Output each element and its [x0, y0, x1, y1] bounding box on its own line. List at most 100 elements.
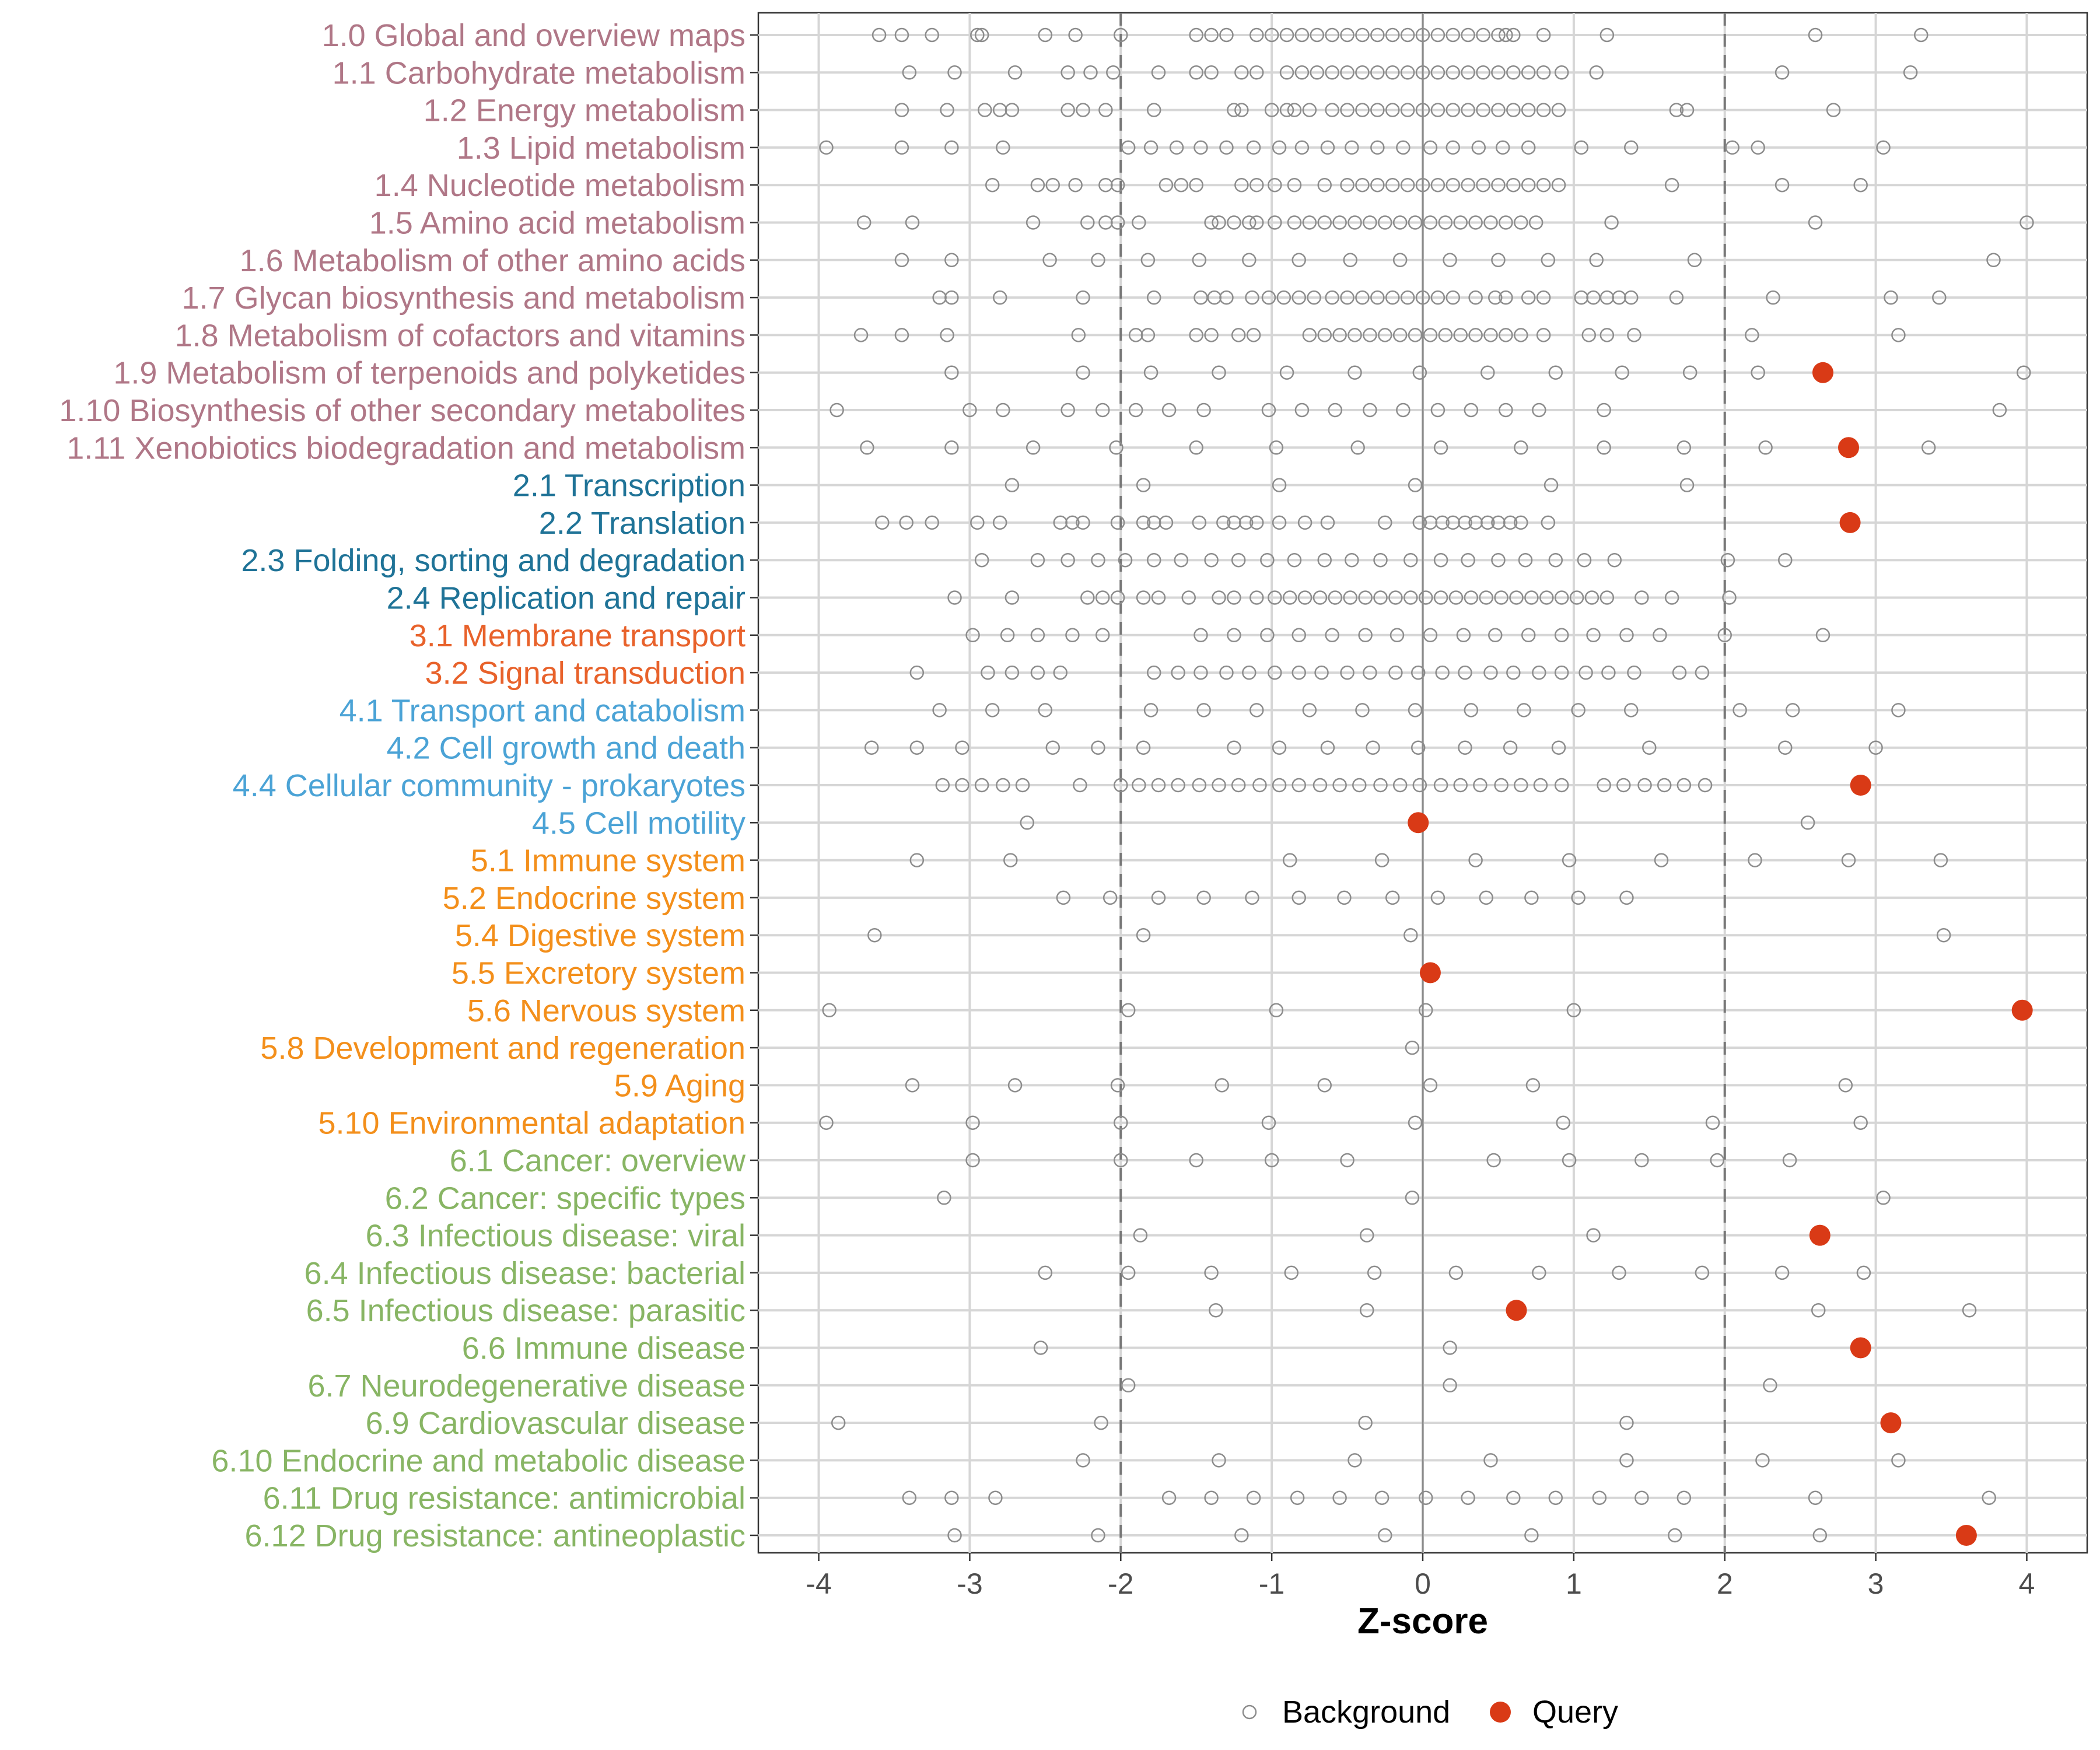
- background-point: [1408, 703, 1423, 718]
- background-point: [1264, 27, 1279, 43]
- category-label: 5.2 Endocrine system: [443, 881, 746, 916]
- background-point: [1574, 140, 1589, 155]
- background-points: [819, 27, 2034, 1543]
- background-point: [1554, 628, 1569, 643]
- background-point: [1705, 1115, 1720, 1130]
- background-point: [1891, 1453, 1906, 1468]
- background-point: [1532, 1265, 1546, 1280]
- background-point: [856, 215, 872, 230]
- background-point: [1151, 778, 1166, 793]
- background-point: [1000, 628, 1015, 643]
- background-point: [1509, 590, 1524, 605]
- background-point: [1317, 215, 1332, 230]
- background-point: [965, 1153, 980, 1168]
- background-point: [909, 740, 925, 755]
- background-point: [909, 853, 925, 867]
- background-point: [1528, 215, 1544, 230]
- background-point: [872, 27, 887, 43]
- background-point: [1302, 103, 1317, 117]
- background-point: [1597, 778, 1611, 793]
- background-point: [1458, 665, 1472, 680]
- background-point: [1204, 1490, 1219, 1505]
- background-point: [1171, 665, 1185, 680]
- background-point: [905, 215, 920, 230]
- background-point: [1053, 665, 1068, 680]
- background-point: [1358, 1415, 1373, 1430]
- background-point: [1292, 628, 1306, 643]
- background-point: [1358, 628, 1373, 643]
- background-point: [1514, 328, 1528, 342]
- background-point: [1250, 177, 1264, 192]
- background-point: [1345, 552, 1359, 568]
- background-point: [1269, 1003, 1284, 1018]
- background-point: [1264, 1153, 1279, 1168]
- background-point: [1476, 103, 1490, 117]
- category-label: 5.4 Digestive system: [455, 918, 746, 953]
- background-point: [1174, 552, 1189, 568]
- background-point: [1196, 703, 1211, 718]
- background-point: [1136, 515, 1151, 530]
- query-point: [1812, 362, 1833, 383]
- background-point: [1359, 1228, 1374, 1242]
- background-point: [1669, 290, 1684, 305]
- background-point: [1227, 590, 1241, 605]
- background-point: [1682, 365, 1698, 380]
- background-point: [1578, 665, 1593, 680]
- background-point: [1483, 665, 1498, 680]
- background-point: [1554, 778, 1569, 793]
- background-point: [1080, 215, 1095, 230]
- background-point: [1584, 590, 1600, 605]
- query-point: [1955, 1525, 1977, 1546]
- background-point: [1238, 515, 1254, 530]
- background-point: [1363, 328, 1377, 342]
- background-point: [1433, 440, 1448, 455]
- background-point: [1292, 890, 1306, 905]
- background-point: [1083, 65, 1098, 80]
- background-point: [1668, 1528, 1682, 1543]
- background-point: [1536, 65, 1551, 80]
- background-point: [970, 515, 985, 530]
- background-point: [1005, 103, 1020, 117]
- background-point: [1073, 778, 1087, 793]
- background-point: [1053, 515, 1068, 530]
- background-point: [1499, 328, 1513, 342]
- background-point: [1171, 778, 1185, 793]
- background-point: [1133, 1228, 1148, 1242]
- background-point: [1562, 853, 1577, 867]
- background-point: [1433, 778, 1448, 793]
- background-point: [1219, 665, 1234, 680]
- background-point: [1400, 103, 1415, 117]
- background-point: [1292, 253, 1306, 268]
- background-point: [1461, 27, 1475, 43]
- background-point: [1415, 177, 1430, 192]
- background-point: [1456, 628, 1471, 643]
- background-point: [1634, 1490, 1649, 1505]
- background-point: [1234, 177, 1249, 192]
- background-point: [1110, 177, 1125, 192]
- background-point: [1076, 1453, 1090, 1468]
- background-point: [1292, 778, 1306, 793]
- background-point: [1410, 665, 1426, 680]
- background-point: [1118, 552, 1133, 568]
- background-point: [1246, 1490, 1261, 1505]
- background-point: [944, 1490, 959, 1505]
- background-point: [1554, 65, 1569, 80]
- background-point: [1033, 1340, 1048, 1355]
- query-points: [1408, 362, 2033, 1546]
- background-point: [1838, 1078, 1853, 1093]
- background-point: [1312, 778, 1328, 793]
- background-point: [940, 103, 954, 117]
- background-point: [1533, 778, 1548, 793]
- background-point: [1634, 1153, 1649, 1168]
- background-point: [1495, 140, 1510, 155]
- background-point: [1294, 65, 1310, 80]
- background-point: [1415, 27, 1430, 43]
- background-point: [894, 103, 909, 117]
- background-point: [1189, 328, 1203, 342]
- background-point: [1132, 778, 1146, 793]
- background-point: [1181, 590, 1196, 605]
- background-point: [1506, 1490, 1521, 1505]
- background-point: [1581, 328, 1596, 342]
- background-point: [1458, 515, 1472, 530]
- background-point: [1080, 590, 1095, 605]
